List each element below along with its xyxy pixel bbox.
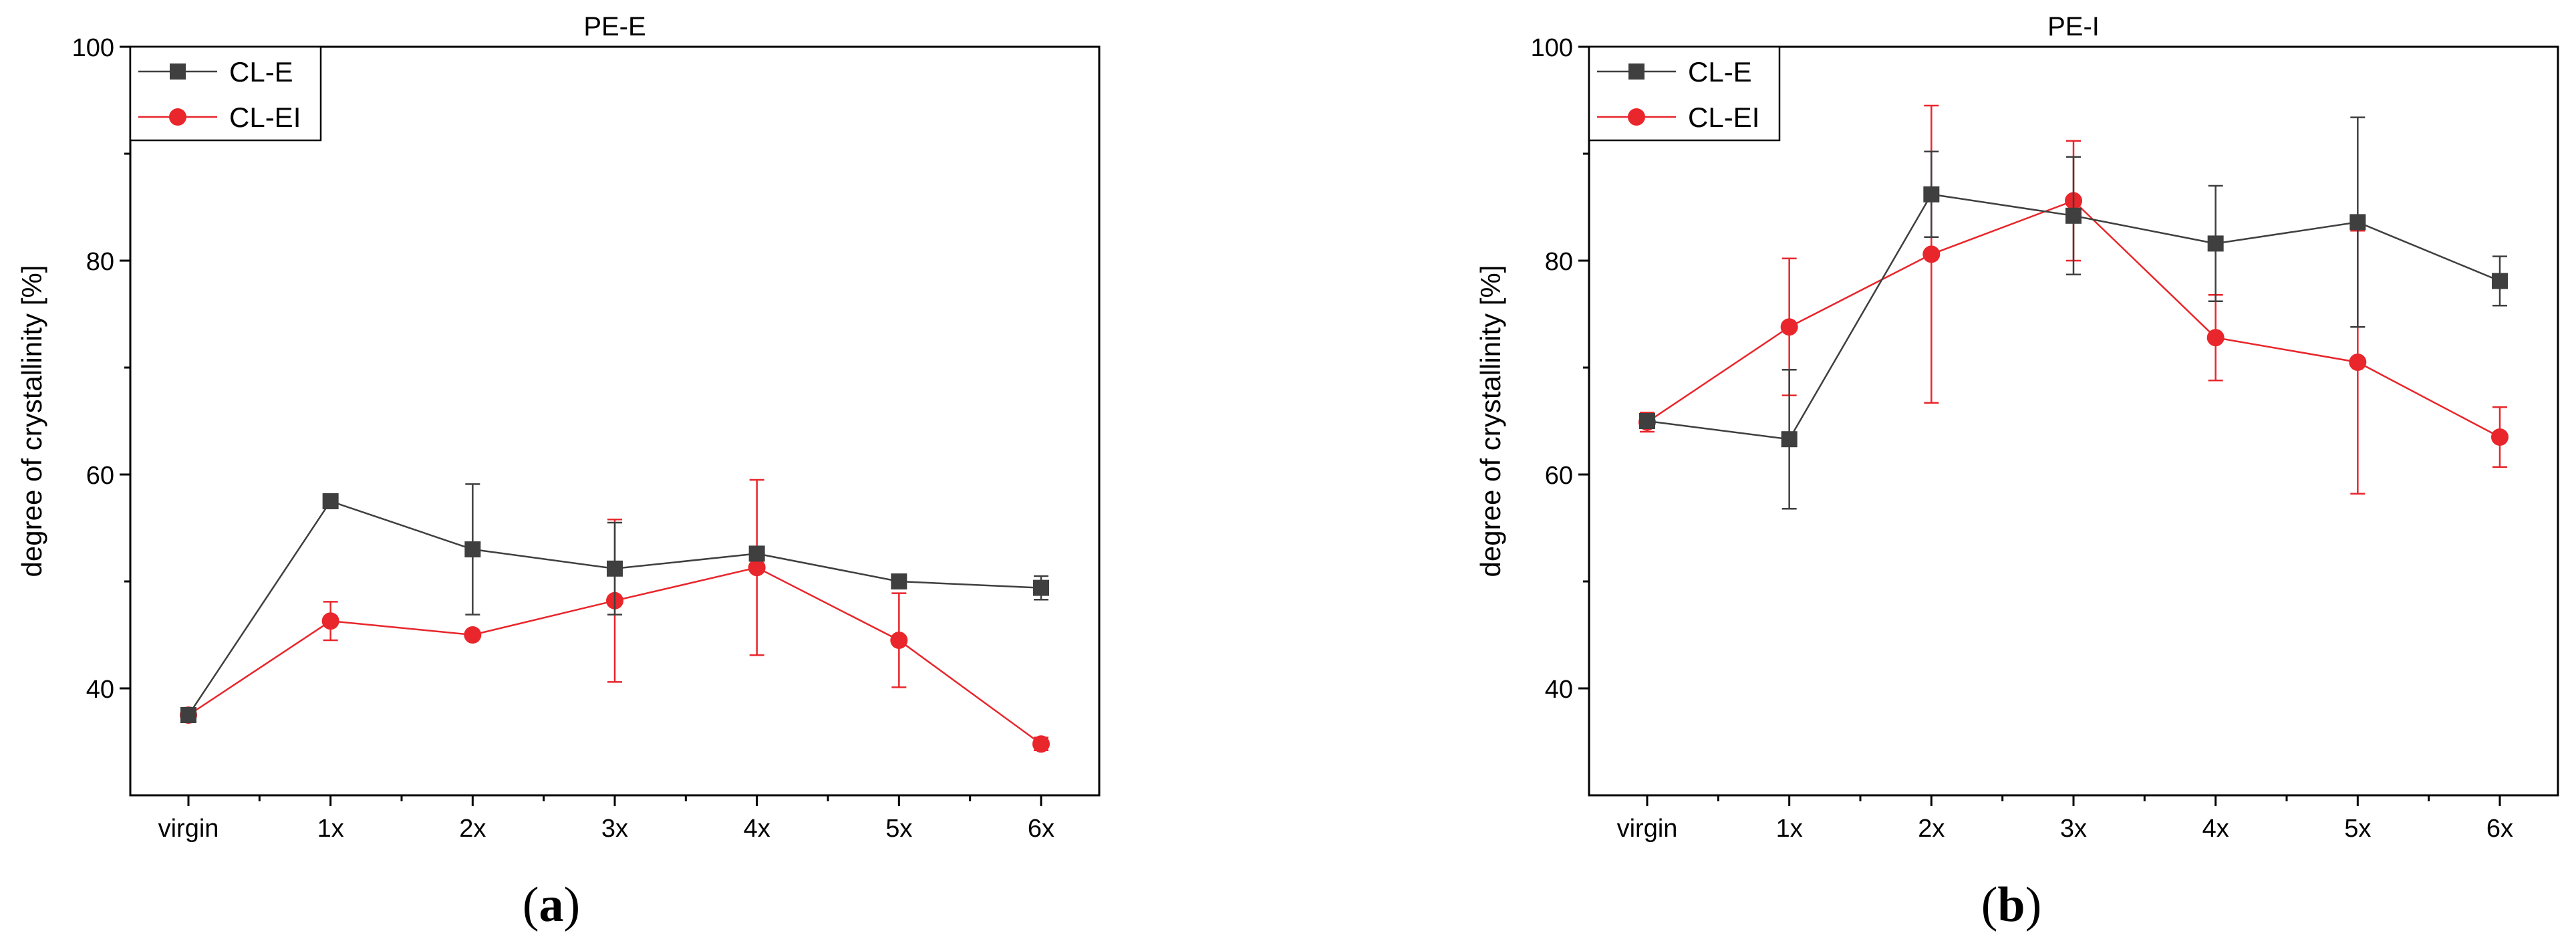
legend-marker — [1628, 63, 1644, 80]
data-point — [607, 560, 623, 577]
panel-caption: (b) — [1981, 878, 2041, 932]
data-point — [321, 612, 339, 630]
x-tick-label: 3x — [2060, 815, 2087, 843]
x-tick-label: 1x — [317, 815, 344, 843]
data-point — [1780, 318, 1798, 336]
data-point — [1033, 579, 1049, 596]
data-point — [2349, 354, 2367, 371]
y-tick-label: 60 — [1545, 462, 1573, 490]
data-point — [2349, 214, 2366, 231]
x-tick-label: 3x — [601, 815, 628, 843]
data-point — [180, 707, 196, 723]
y-tick-label: 80 — [86, 248, 114, 276]
data-point — [2065, 207, 2082, 224]
legend-marker — [1628, 108, 1645, 126]
data-point — [2207, 235, 2224, 252]
x-tick-label: 5x — [885, 815, 912, 843]
legend-label: CL-E — [229, 56, 293, 88]
data-point — [1639, 413, 1655, 429]
x-axis: virgin 1x 2x 3x 4x 5x 6x — [1617, 795, 2513, 843]
data-point — [2206, 329, 2225, 347]
data-point — [1781, 431, 1798, 448]
legend-marker — [169, 108, 186, 126]
chart-title: PE-I — [2047, 12, 2100, 41]
legend-label: CL-EI — [1688, 102, 1759, 133]
y-tick-label: 40 — [86, 676, 114, 704]
panel-caption-letter: a — [539, 878, 564, 932]
y-tick-label: 100 — [1531, 34, 1573, 62]
legend-box — [1588, 45, 1781, 142]
x-tick-label: 2x — [459, 815, 486, 843]
legend-label: CL-EI — [229, 102, 301, 133]
x-tick-label: 6x — [2486, 815, 2513, 843]
x-tick-label: 4x — [744, 815, 770, 843]
data-point — [1922, 245, 1941, 263]
x-tick-label: 4x — [2202, 815, 2229, 843]
plot-marks — [1638, 104, 2509, 510]
data-point — [2491, 428, 2509, 446]
chart-title: PE-E — [583, 12, 646, 41]
y-tick-label: 40 — [1545, 676, 1573, 704]
x-tick-label: virgin — [158, 815, 219, 843]
plot-marks — [180, 479, 1050, 753]
legend-marker — [170, 63, 186, 80]
legend: CL-E CL-EI — [1588, 45, 1781, 142]
y-axis: 40 60 80 100 — [72, 34, 130, 704]
data-point — [1923, 186, 1940, 203]
chart-panel-a: 40 60 80 100 virgin 1x 2x 3x 4x 5x 6x PE-E degree… — [16, 12, 1101, 932]
data-point — [322, 493, 339, 509]
data-point — [891, 573, 907, 589]
panel-caption-letter: b — [1997, 878, 2025, 932]
data-point — [748, 545, 765, 562]
x-tick-label: 1x — [1776, 815, 1803, 843]
x-tick-label: 5x — [2344, 815, 2371, 843]
y-tick-label: 100 — [72, 34, 114, 62]
chart-panel-b: 40 60 80 100 virgin 1x 2x 3x 4x 5x 6x PE-I degree… — [1475, 12, 2559, 932]
panel-caption: (a) — [523, 878, 580, 932]
x-axis: virgin 1x 2x 3x 4x 5x 6x — [158, 795, 1054, 843]
y-tick-label: 80 — [1545, 248, 1573, 276]
legend-box — [129, 45, 322, 142]
y-axis-label: degree of crystallinity [%] — [16, 265, 47, 577]
x-tick-label: 2x — [1918, 815, 1945, 843]
data-point — [464, 541, 481, 557]
series-cl-e — [1639, 116, 2508, 510]
x-tick-label: 6x — [1028, 815, 1054, 843]
y-tick-label: 60 — [86, 462, 114, 490]
x-tick-label: virgin — [1617, 815, 1678, 843]
data-point — [890, 632, 908, 649]
data-point — [748, 559, 766, 577]
legend-label: CL-E — [1688, 56, 1752, 88]
y-axis-label: degree of crystallinity [%] — [1475, 265, 1506, 577]
y-axis: 40 60 80 100 — [1531, 34, 1589, 704]
data-point — [2492, 273, 2508, 289]
legend: CL-E CL-EI — [129, 45, 322, 142]
data-point — [1032, 735, 1050, 753]
data-point — [464, 626, 482, 644]
series-cl-e — [180, 483, 1049, 723]
